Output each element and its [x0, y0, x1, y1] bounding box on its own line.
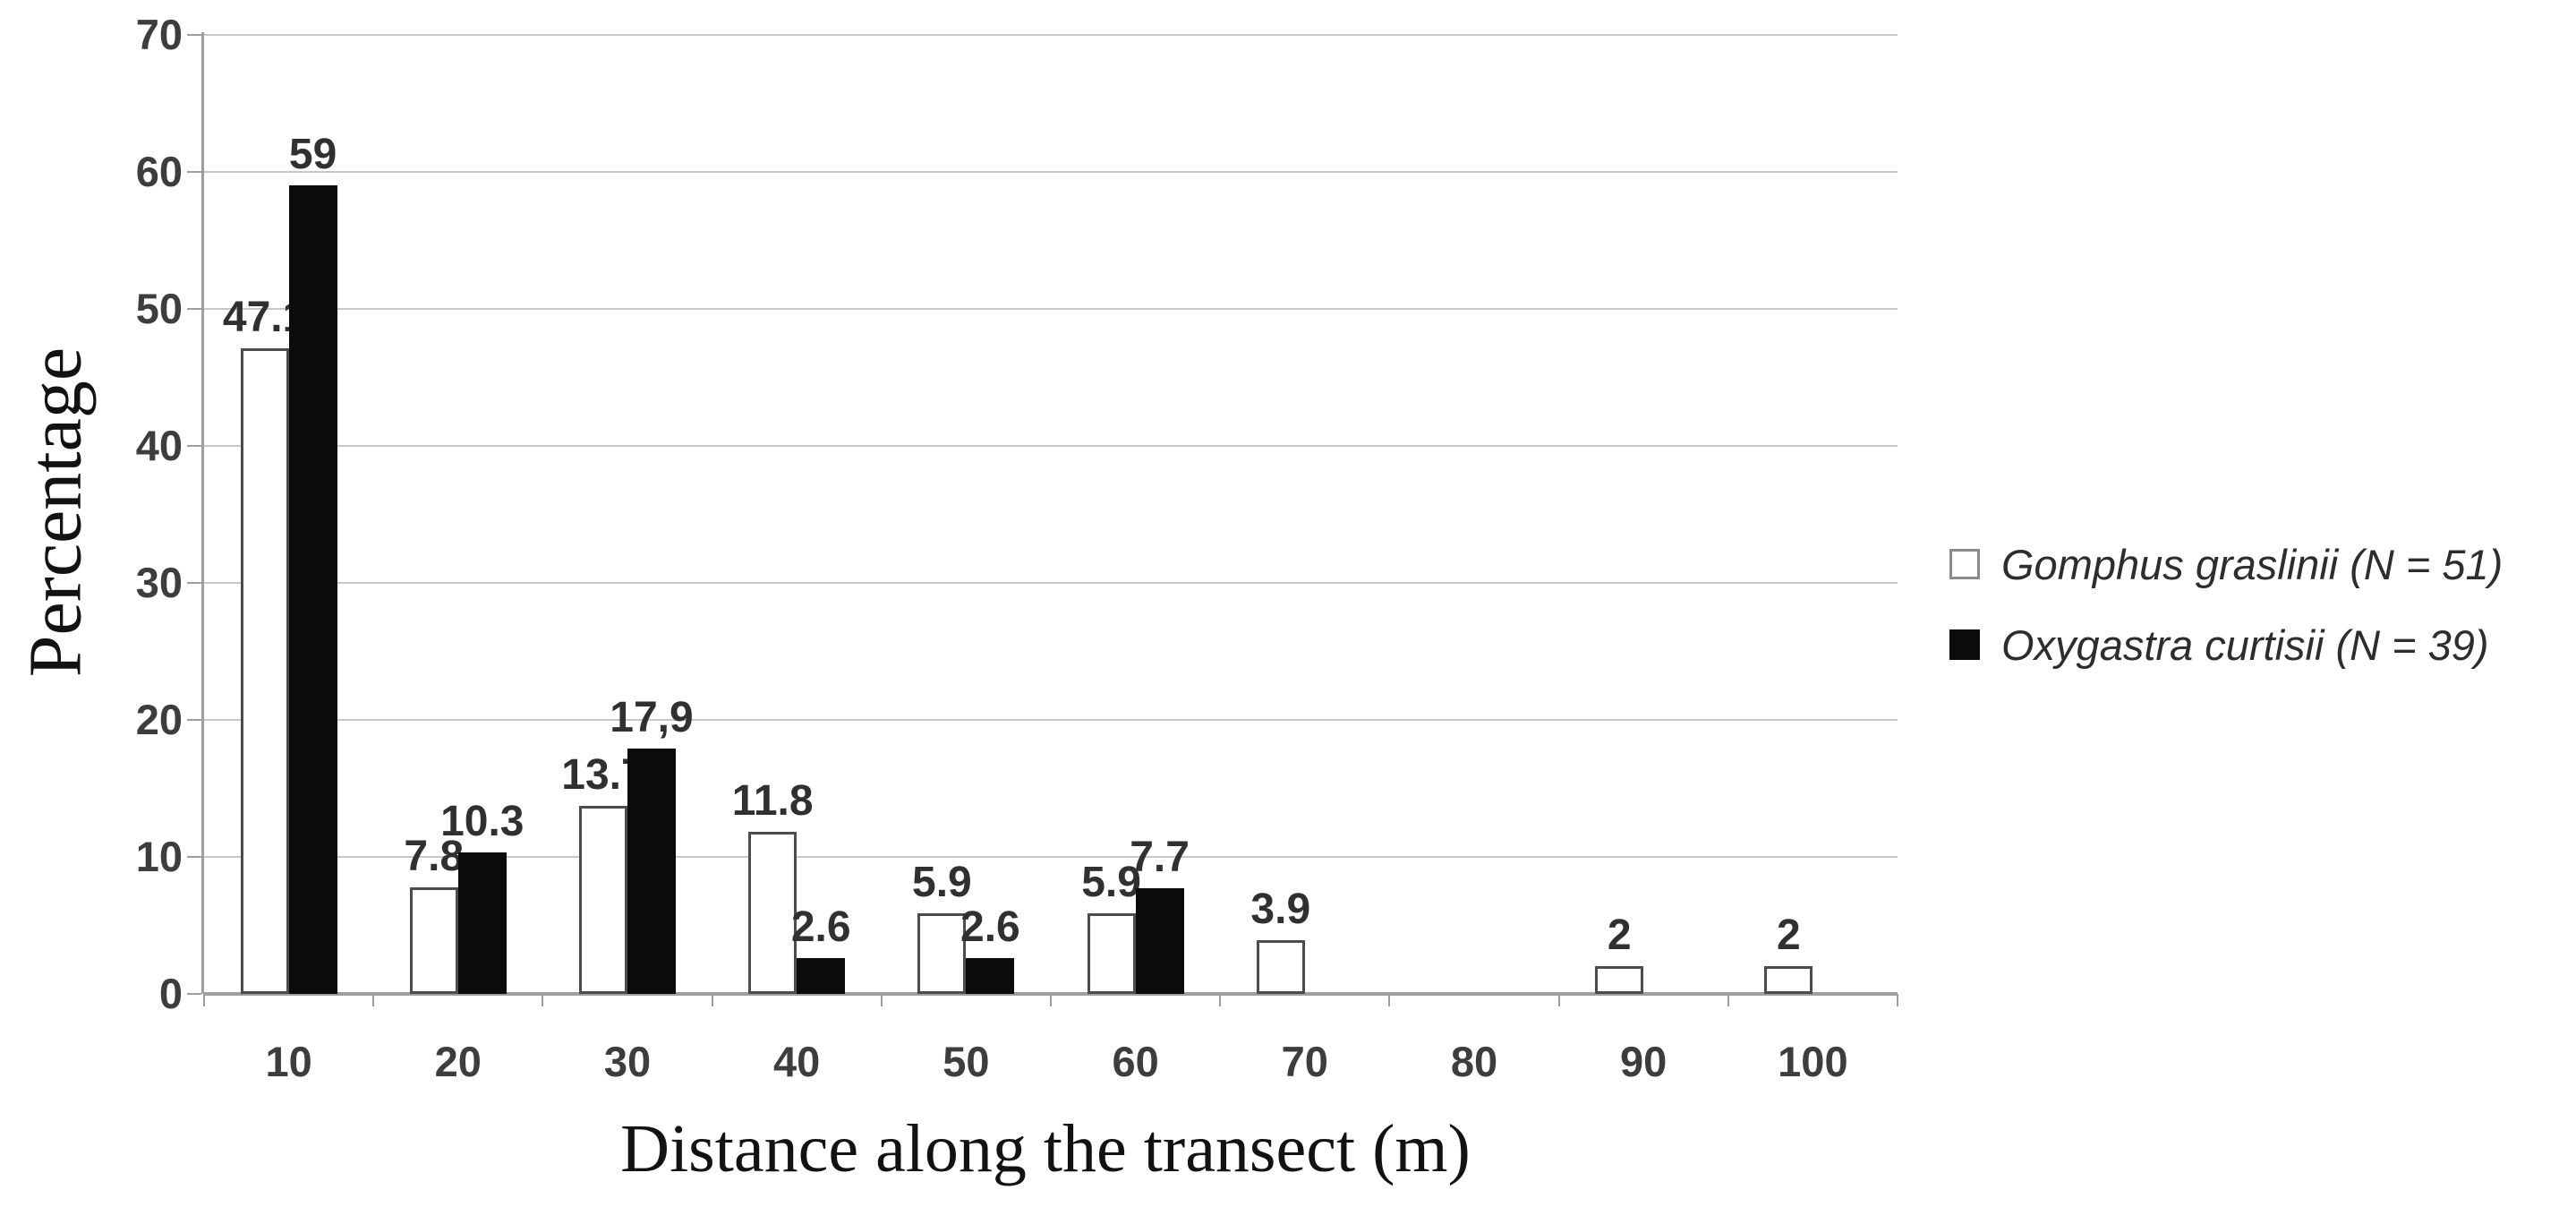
bar-oxygastra-30 — [627, 749, 676, 994]
gridline-50 — [204, 308, 1898, 310]
bar-gomphus-20 — [409, 887, 458, 994]
gridline-30 — [204, 582, 1898, 584]
y-tick-mark-60 — [187, 171, 201, 173]
bar-label-gomphus-20: 7.8 — [404, 833, 465, 880]
bar-label-gomphus-60: 5.9 — [1081, 859, 1141, 906]
bar-label-oxygastra-30: 17,9 — [610, 694, 694, 741]
bar-oxygastra-40 — [797, 958, 846, 994]
bar-gomphus-10 — [240, 348, 289, 994]
x-tick-label-50: 50 — [943, 1038, 990, 1085]
legend-item-gomphus: Gomphus graslinii (N = 51) — [1949, 539, 2503, 589]
bar-label-oxygastra-20: 10.3 — [440, 798, 525, 845]
x-tick-mark-10 — [1897, 994, 1898, 1006]
y-tick-label-0: 0 — [158, 970, 183, 1017]
bar-label-gomphus-50: 5.9 — [912, 859, 972, 906]
y-tick-label-50: 50 — [135, 285, 183, 332]
y-tick-mark-10 — [187, 856, 201, 858]
x-tick-mark-0 — [203, 994, 205, 1006]
y-tick-mark-30 — [187, 582, 201, 584]
bar-label-oxygastra-60: 7.7 — [1130, 834, 1190, 881]
x-axis-title: Distance along the transect (m) — [620, 1111, 1471, 1186]
y-axis-title: Percentage — [13, 347, 98, 678]
x-tick-mark-5 — [1050, 994, 1052, 1006]
x-tick-mark-9 — [1727, 994, 1729, 1006]
bar-label-gomphus-100: 2 — [1777, 912, 1801, 959]
y-tick-mark-70 — [187, 34, 201, 36]
y-tick-mark-20 — [187, 719, 201, 721]
x-tick-mark-6 — [1219, 994, 1222, 1006]
legend-label: Gomphus graslinii (N = 51) — [2001, 540, 2503, 588]
bar-oxygastra-10 — [288, 185, 337, 994]
gridline-60 — [204, 171, 1898, 173]
y-tick-mark-40 — [187, 445, 201, 447]
x-tick-mark-4 — [880, 994, 883, 1006]
x-tick-label-90: 90 — [1620, 1038, 1668, 1085]
x-tick-label-30: 30 — [603, 1038, 652, 1085]
x-tick-mark-2 — [542, 994, 544, 1006]
bar-label-oxygastra-10: 59 — [288, 131, 337, 178]
x-tick-mark-3 — [711, 994, 713, 1006]
legend: Gomphus graslinii (N = 51) Oxygastra cur… — [1949, 539, 2503, 700]
x-tick-label-60: 60 — [1112, 1038, 1159, 1085]
bar-oxygastra-20 — [457, 852, 507, 994]
x-tick-label-10: 10 — [265, 1038, 312, 1085]
y-tick-label-60: 60 — [135, 148, 183, 195]
gridline-20 — [204, 719, 1898, 721]
bar-label-gomphus-40: 11.8 — [731, 777, 814, 825]
open-square-swatch-icon — [1949, 549, 1980, 579]
legend-item-oxygastra: Oxygastra curtisii (N = 39) — [1949, 620, 2503, 670]
bar-gomphus-100 — [1764, 966, 1813, 994]
y-tick-label-70: 70 — [135, 11, 183, 58]
y-tick-mark-0 — [187, 993, 201, 995]
x-tick-mark-8 — [1557, 994, 1560, 1006]
bar-label-gomphus-90: 2 — [1607, 912, 1632, 959]
gridline-70 — [204, 34, 1898, 36]
bar-label-oxygastra-40: 2.6 — [790, 903, 851, 951]
bar-oxygastra-60 — [1135, 888, 1184, 994]
y-tick-label-40: 40 — [135, 422, 183, 469]
y-tick-label-30: 30 — [135, 559, 183, 606]
bar-gomphus-90 — [1595, 966, 1644, 994]
y-tick-mark-50 — [187, 308, 201, 310]
bar-gomphus-30 — [579, 806, 627, 994]
gridline-10 — [204, 856, 1898, 858]
bar-gomphus-70 — [1256, 940, 1305, 994]
x-tick-label-40: 40 — [773, 1038, 821, 1085]
x-tick-mark-7 — [1388, 994, 1391, 1006]
gridline-40 — [204, 445, 1898, 447]
x-tick-label-20: 20 — [434, 1038, 482, 1085]
x-tick-mark-1 — [372, 994, 375, 1006]
bar-label-oxygastra-50: 2.6 — [960, 903, 1020, 951]
bar-oxygastra-50 — [966, 958, 1015, 994]
x-tick-label-100: 100 — [1778, 1038, 1848, 1085]
legend-label: Oxygastra curtisii (N = 39) — [2001, 621, 2489, 669]
y-axis-line — [201, 32, 204, 994]
x-tick-label-70: 70 — [1281, 1038, 1328, 1085]
y-tick-label-20: 20 — [135, 696, 183, 743]
bar-gomphus-60 — [1087, 913, 1136, 994]
bar-gomphus-40 — [748, 832, 798, 994]
bar-gomphus-50 — [917, 913, 967, 994]
bar-label-gomphus-70: 3.9 — [1250, 886, 1311, 933]
y-tick-label-10: 10 — [135, 833, 183, 880]
filled-square-swatch-icon — [1949, 629, 1980, 660]
x-tick-label-80: 80 — [1450, 1038, 1498, 1085]
